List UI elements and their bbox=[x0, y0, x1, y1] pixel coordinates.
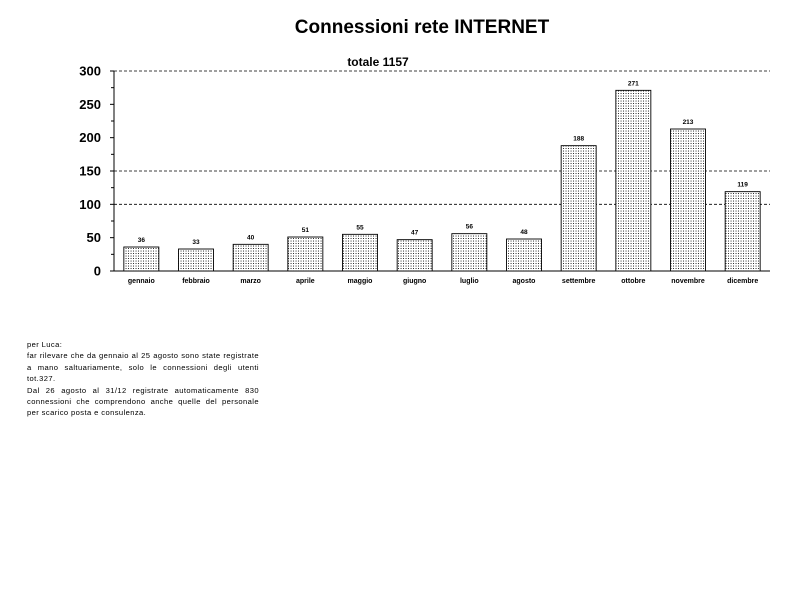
x-tick-label: agosto bbox=[513, 278, 536, 285]
x-tick-label: novembre bbox=[671, 278, 705, 285]
y-tick-label: 0 bbox=[94, 264, 101, 279]
note-line: per Luca: bbox=[27, 340, 63, 349]
y-tick-label: 300 bbox=[79, 64, 101, 79]
bar bbox=[232, 243, 269, 272]
chart-title: Connessioni rete INTERNET bbox=[295, 17, 550, 38]
data-label: 271 bbox=[628, 80, 639, 87]
bar bbox=[123, 246, 160, 272]
data-label: 47 bbox=[411, 230, 419, 237]
bar bbox=[178, 248, 214, 272]
bar bbox=[670, 128, 706, 272]
data-label: 188 bbox=[573, 136, 584, 143]
chart-subtitle: totale 1157 bbox=[347, 55, 409, 69]
x-axis-labels: gennaio febbraio marzo aprile maggio giugno lu… bbox=[128, 278, 758, 285]
x-tick-label: ottobre bbox=[621, 278, 645, 285]
y-tick-label: 100 bbox=[79, 197, 101, 212]
bar bbox=[560, 145, 597, 272]
gridlines bbox=[114, 70, 770, 205]
x-tick-label: marzo bbox=[240, 278, 261, 285]
data-label: 48 bbox=[520, 229, 528, 236]
bar bbox=[287, 236, 324, 272]
x-tick-label: febbraio bbox=[182, 278, 210, 285]
x-tick-label: maggio bbox=[348, 278, 373, 285]
y-tick-label: 50 bbox=[87, 230, 101, 245]
bars: 36 33 40 51 55 47 56 48 188 271 213 119 bbox=[123, 80, 761, 272]
bar bbox=[615, 89, 652, 272]
x-tick-label: dicembre bbox=[727, 278, 758, 285]
x-tick-label: aprile bbox=[296, 278, 315, 285]
annotation-note: per Luca: far rilevare che da gennaio al… bbox=[27, 339, 259, 419]
bar bbox=[342, 233, 378, 272]
note-line: far rilevare che da gennaio al 25 agosto… bbox=[27, 351, 259, 384]
data-label: 55 bbox=[356, 224, 364, 231]
data-label: 40 bbox=[247, 234, 255, 241]
data-label: 36 bbox=[138, 237, 146, 244]
x-tick-label: giugno bbox=[403, 278, 426, 285]
bar bbox=[506, 238, 542, 272]
y-tick-label: 250 bbox=[79, 97, 101, 112]
data-label: 33 bbox=[192, 239, 200, 246]
bar bbox=[396, 239, 433, 272]
note-line: Dal 26 agosto al 31/12 registrate automa… bbox=[27, 385, 259, 418]
data-label: 56 bbox=[466, 224, 474, 231]
bar bbox=[451, 233, 488, 272]
data-label: 119 bbox=[737, 182, 748, 189]
x-tick-label: luglio bbox=[460, 278, 479, 285]
y-tick-label: 150 bbox=[79, 164, 101, 179]
x-tick-label: gennaio bbox=[128, 278, 155, 285]
data-label: 51 bbox=[302, 227, 310, 234]
data-label: 213 bbox=[683, 119, 694, 126]
bar bbox=[724, 191, 761, 272]
y-tick-label: 200 bbox=[79, 130, 101, 145]
y-axis: 0 50 100 150 200 250 300 bbox=[79, 64, 770, 279]
x-tick-label: settembre bbox=[562, 278, 596, 285]
